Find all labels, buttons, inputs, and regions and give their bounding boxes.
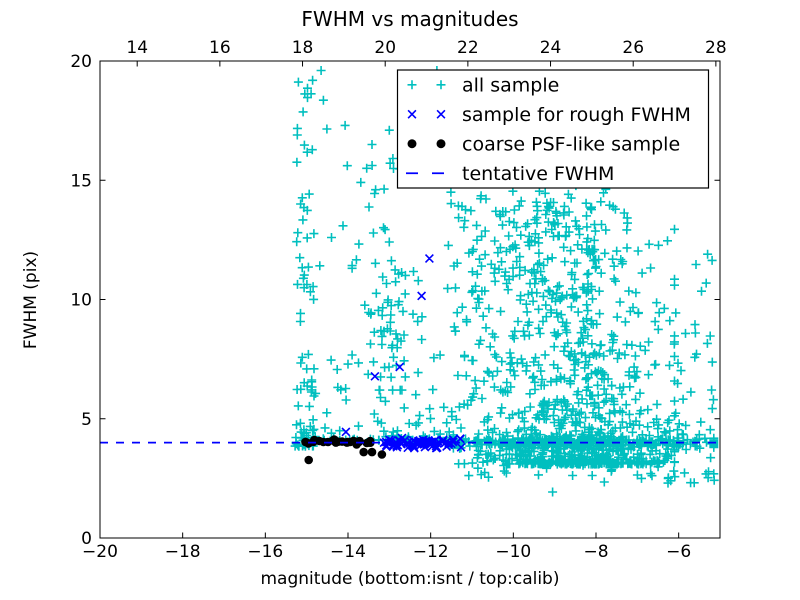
x-top-tick-label: 22: [457, 38, 479, 58]
x-bottom-tick-label: −16: [247, 542, 283, 562]
legend-marker-plus: [407, 80, 446, 90]
x-top-tick-label: 24: [540, 38, 562, 58]
x-top-tick-label: 16: [209, 38, 231, 58]
legend-marker-x: [407, 109, 446, 119]
y-tick-label: 15: [70, 171, 92, 191]
x-bottom-tick-label: −6: [666, 542, 691, 562]
y-tick-label: 20: [70, 52, 92, 72]
legend-label: sample for rough FWHM: [462, 104, 691, 126]
x-bottom-tick-label: −18: [165, 542, 201, 562]
y-tick-label: 0: [81, 529, 92, 549]
x-axis-label: magnitude (bottom:isnt / top:calib): [260, 569, 560, 589]
series-all-sample: [290, 66, 719, 497]
x-bottom-tick-label: −8: [583, 542, 608, 562]
data-layer: [100, 66, 720, 497]
x-top-tick-label: 28: [705, 38, 727, 58]
legend-label: all sample: [462, 74, 559, 96]
x-top-tick-label: 18: [292, 38, 314, 58]
x-top-tick-label: 20: [374, 38, 396, 58]
legend-label: tentative FWHM: [462, 163, 614, 185]
legend-marker-dot: [407, 139, 417, 149]
x-bottom-tick-label: −14: [330, 542, 366, 562]
x-top-tick-label: 14: [126, 38, 148, 58]
legend: all sample sample for rough FWHM coarse PS…: [396, 69, 710, 189]
x-bottom-tick-label: −20: [82, 542, 118, 562]
legend-box: [396, 69, 710, 189]
y-tick-label: 10: [70, 291, 92, 311]
plot-frame: [99, 60, 721, 539]
legend-marker-dot: [436, 139, 446, 149]
x-bottom-tick-label: −10: [495, 542, 531, 562]
legend-label: coarse PSF-like sample: [462, 133, 680, 155]
y-axis-label: FWHM (pix): [21, 250, 41, 350]
x-top-tick-label: 26: [622, 38, 644, 58]
chart-title: FWHM vs magnitudes: [301, 7, 519, 31]
x-bottom-tick-label: −12: [413, 542, 449, 562]
y-tick-label: 5: [81, 410, 92, 430]
